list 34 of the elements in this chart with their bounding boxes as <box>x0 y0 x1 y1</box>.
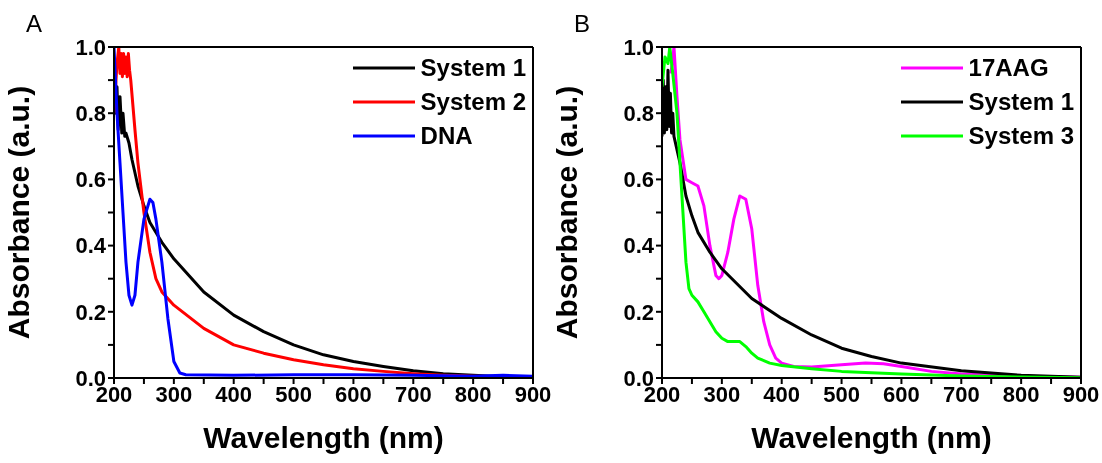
x-tick-label: 700 <box>942 381 980 407</box>
y-tick-label: 0.4 <box>623 233 655 259</box>
x-tick-label: 300 <box>703 381 741 407</box>
x-axis-title: Wavelength (nm) <box>751 421 992 454</box>
x-tick-label: 900 <box>514 381 552 407</box>
x-tick-label: 400 <box>763 381 801 407</box>
legend-label: System 1 <box>420 53 526 83</box>
x-tick-label: 600 <box>883 381 920 407</box>
x-axis-title: Wavelength (nm) <box>203 421 444 454</box>
x-tick-label: 400 <box>215 381 253 407</box>
chart-title: B <box>574 10 591 38</box>
legend-label: DNA <box>420 121 473 151</box>
y-tick-label: 0.8 <box>75 101 106 127</box>
y-tick-label: 1.0 <box>623 34 654 60</box>
y-tick-label: 1.0 <box>75 34 106 60</box>
chart-title: A <box>26 10 43 38</box>
x-tick-label: 300 <box>155 381 193 407</box>
x-tick-label: 800 <box>454 381 492 407</box>
legend-label: System 1 <box>968 87 1074 117</box>
x-tick-label: 500 <box>275 381 312 407</box>
legend-label: System 2 <box>420 87 526 117</box>
y-tick-label: 0.6 <box>623 167 654 193</box>
y-tick-label: 0.2 <box>75 299 106 325</box>
y-tick-label: 0.4 <box>75 233 107 259</box>
x-tick-label: 900 <box>1062 381 1100 407</box>
y-tick-label: 0.2 <box>623 299 654 325</box>
x-tick-label: 600 <box>335 381 372 407</box>
legend-label: System 3 <box>968 121 1074 151</box>
x-tick-label: 800 <box>1002 381 1040 407</box>
legend-label: 17AAG <box>968 53 1049 83</box>
x-tick-label: 500 <box>823 381 860 407</box>
x-tick-label: 700 <box>394 381 432 407</box>
y-tick-label: 0.8 <box>623 101 654 127</box>
y-tick-label: 0.6 <box>75 167 106 193</box>
